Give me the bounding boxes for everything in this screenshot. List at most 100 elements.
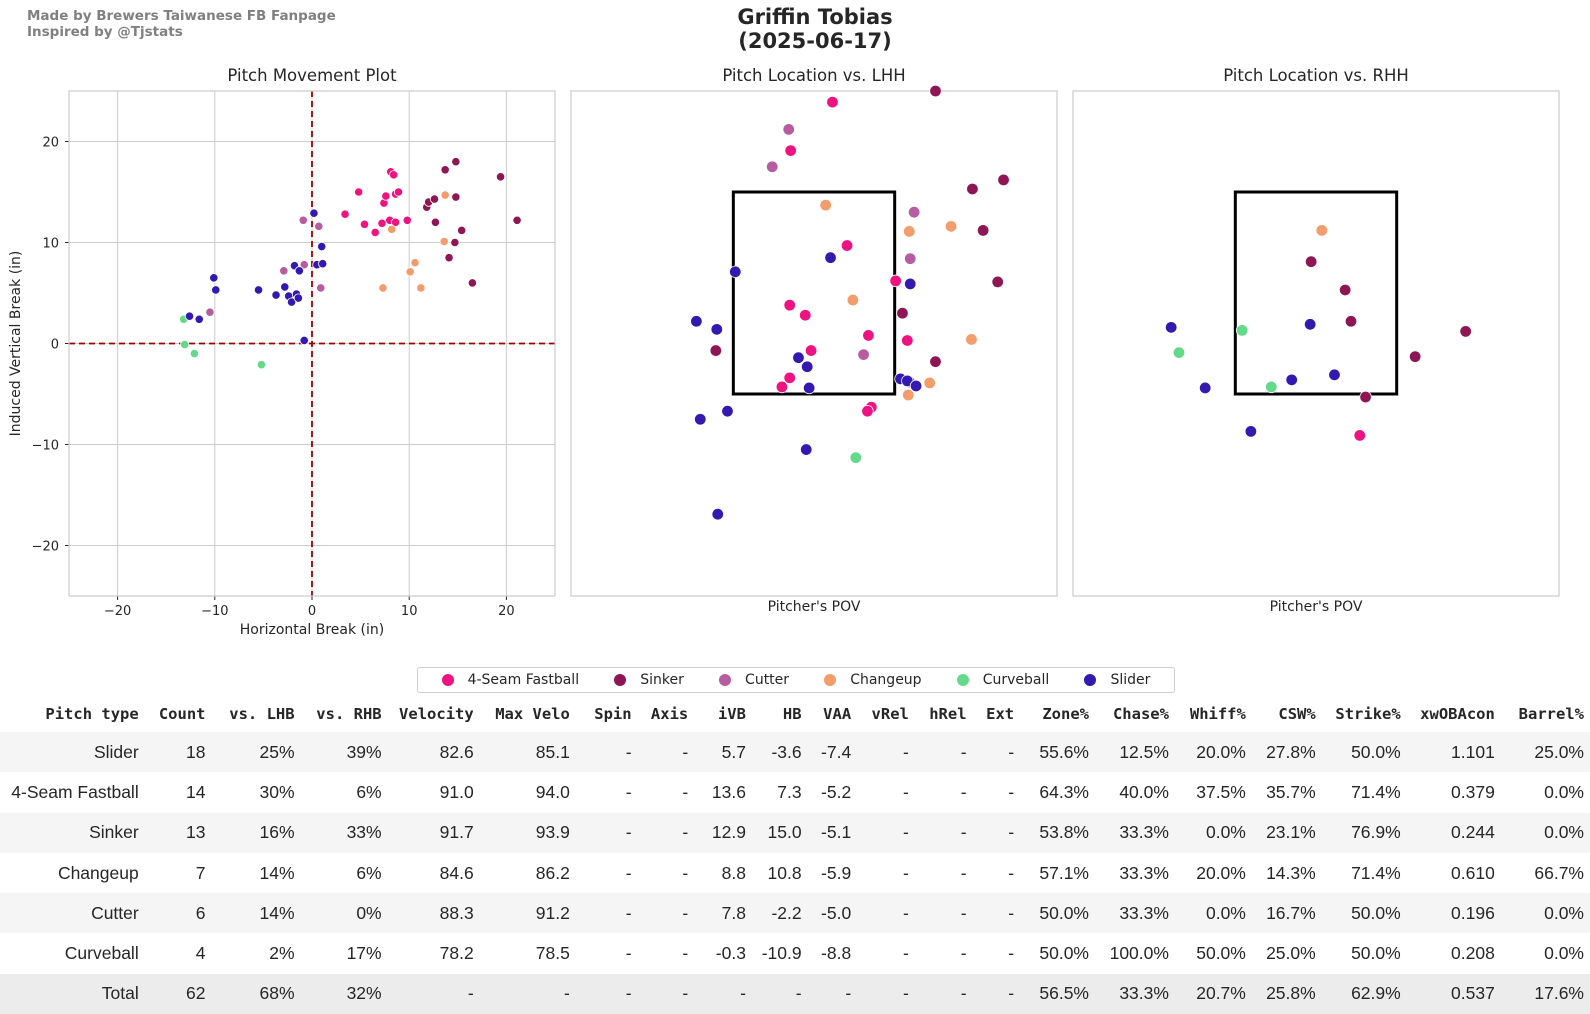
pitch-point-curveball [1235, 324, 1249, 337]
column-header-vrel: vRel [871, 705, 909, 723]
column-header-whiff: Whiff% [1189, 705, 1246, 723]
pitch-point-changeup [903, 225, 916, 238]
pitch-point-sinker [451, 157, 461, 167]
pitch-point-4-seam-fastball [340, 209, 350, 219]
column-header-max-velo: Max Velo [495, 705, 570, 723]
chart-title: Griffin Tobias (2025-06-17) [620, 5, 1010, 53]
plot-title: Pitch Movement Plot [227, 66, 397, 85]
plot-frame [1072, 90, 1560, 597]
cell-csw: 27.8% [1266, 741, 1316, 762]
cell-ext: - [1008, 741, 1015, 762]
pitch-point-sinker [457, 225, 467, 235]
cell-max-velo: 93.9 [535, 822, 570, 843]
table-row: Sinker 13 16% 33% 91.7 93.9 - - 12.9 15.0 -5.1 - - - 5… [0, 812, 1590, 853]
tick-label-y: 20 [42, 136, 59, 151]
pitch-point-sinker [444, 253, 454, 263]
pitch-point-slider [317, 241, 327, 252]
cell-axis: - [682, 741, 689, 762]
cell-vs-rhb: 33% [346, 822, 382, 843]
tick-label-x: 10 [401, 604, 418, 619]
pitch-stats-table: Pitch type Count vs. LHB vs. RHB Velocity Max… [0, 696, 1590, 1014]
cell-hb: 7.3 [777, 781, 802, 802]
cell-pitch-type: 4-Seam Fastball [11, 781, 139, 802]
cell-max-velo: 91.2 [535, 902, 570, 923]
pitch-point-changeup [440, 190, 450, 200]
pitch-point-sinker [991, 275, 1004, 289]
cell-hrel: - [960, 862, 967, 883]
cell-whiff: 20.0% [1196, 862, 1246, 883]
pitch-point-sinker [929, 84, 942, 98]
cell-barrel: 0.0% [1544, 781, 1584, 802]
column-header-axis: Axis [650, 705, 689, 723]
legend-marker [441, 674, 454, 686]
cell-hrel: - [960, 983, 967, 1004]
legend-marker [719, 674, 732, 686]
cell-barrel: 17.6% [1534, 983, 1584, 1004]
cell-zone: 64.3% [1039, 781, 1089, 802]
cell-vaa: -5.2 [821, 781, 852, 802]
pitch-point-4-seam-fastball [901, 334, 914, 347]
cell-spin: - [625, 902, 632, 923]
pitch-point-slider [309, 208, 319, 218]
pitch-point-slider [729, 265, 742, 278]
pitch-point-changeup [416, 283, 426, 293]
cell-zone: 57.1% [1039, 862, 1089, 883]
cell-xwobacon: 0.208 [1451, 943, 1495, 964]
plot-frame [68, 90, 556, 597]
pitch-point-slider [800, 360, 814, 373]
table-header-row: Pitch type Count vs. LHB vs. RHB Velocity Max… [0, 696, 1590, 732]
legend-item-changeup: Changeup [824, 672, 922, 688]
strike-zone [731, 190, 897, 396]
cell-max-velo: - [564, 983, 570, 1004]
cell-vs-lhb: 14% [259, 862, 295, 883]
pitch-point-sinker [709, 344, 723, 357]
pitch-point-4-seam-fastball [804, 344, 818, 357]
pitch-point-changeup [944, 220, 958, 233]
table-row: Changeup 7 14% 6% 84.6 86.2 - - 8.8 10.8 -5.9 - - - 57… [0, 852, 1590, 894]
cell-xwobacon: 1.101 [1451, 741, 1495, 762]
cell-vs-lhb: 30% [259, 781, 295, 802]
cell-zone: 53.8% [1039, 822, 1089, 843]
cell-zone: 55.6% [1039, 741, 1089, 762]
title-date: (2025-06-17) [738, 28, 892, 53]
cell-max-velo: 94.0 [535, 781, 570, 802]
column-header-spin: Spin [594, 705, 632, 723]
pitch-point-changeup [965, 333, 978, 346]
cell-ext: - [1008, 781, 1015, 802]
cell-pitch-type: Curveball [64, 943, 139, 964]
cell-csw: 14.3% [1266, 862, 1316, 883]
pitch-point-slider [694, 413, 707, 426]
pitch-point-slider [1164, 321, 1178, 334]
cell-spin: - [625, 943, 632, 964]
cell-velocity: 78.2 [439, 943, 474, 964]
cell-whiff: 0.0% [1205, 902, 1246, 923]
pitch-point-curveball [180, 339, 190, 350]
cell-ivb: -0.3 [715, 943, 746, 964]
pitch-point-changeup [819, 198, 832, 212]
pitch-point-sinker [450, 237, 460, 248]
cell-vrel: - [903, 902, 909, 923]
column-header-strike: Strike% [1335, 705, 1401, 723]
pitch-point-slider [800, 443, 813, 456]
cell-chase: 40.0% [1119, 781, 1169, 802]
pitch-point-sinker [997, 173, 1010, 187]
pitch-point-changeup [1315, 224, 1329, 237]
cell-csw: 25.0% [1266, 943, 1316, 964]
pitch-point-changeup [439, 236, 449, 247]
x-axis-label: Pitcher's POV [768, 599, 861, 615]
cell-xwobacon: 0.379 [1451, 781, 1495, 802]
table-row: Cutter 6 14% 0% 88.3 91.2 - - 7.8 -2.2 -5.0 - - - 50.0… [0, 893, 1590, 934]
column-header-ext: Ext [986, 705, 1015, 723]
pitch-point-4-seam-fastball [799, 309, 812, 322]
pitch-point-cutter [907, 205, 921, 219]
cell-count: 4 [195, 943, 206, 964]
cell-strike: 76.9% [1351, 822, 1401, 843]
pitch-point-4-seam-fastball [783, 371, 796, 385]
cell-csw: 25.8% [1266, 983, 1316, 1004]
pitch-point-changeup [378, 283, 388, 293]
pitch-point-slider [1303, 318, 1317, 331]
cell-count: 7 [195, 862, 206, 883]
pitch-point-4-seam-fastball [889, 274, 902, 288]
cell-ivb: 8.8 [721, 862, 746, 883]
cell-xwobacon: 0.610 [1451, 862, 1495, 883]
